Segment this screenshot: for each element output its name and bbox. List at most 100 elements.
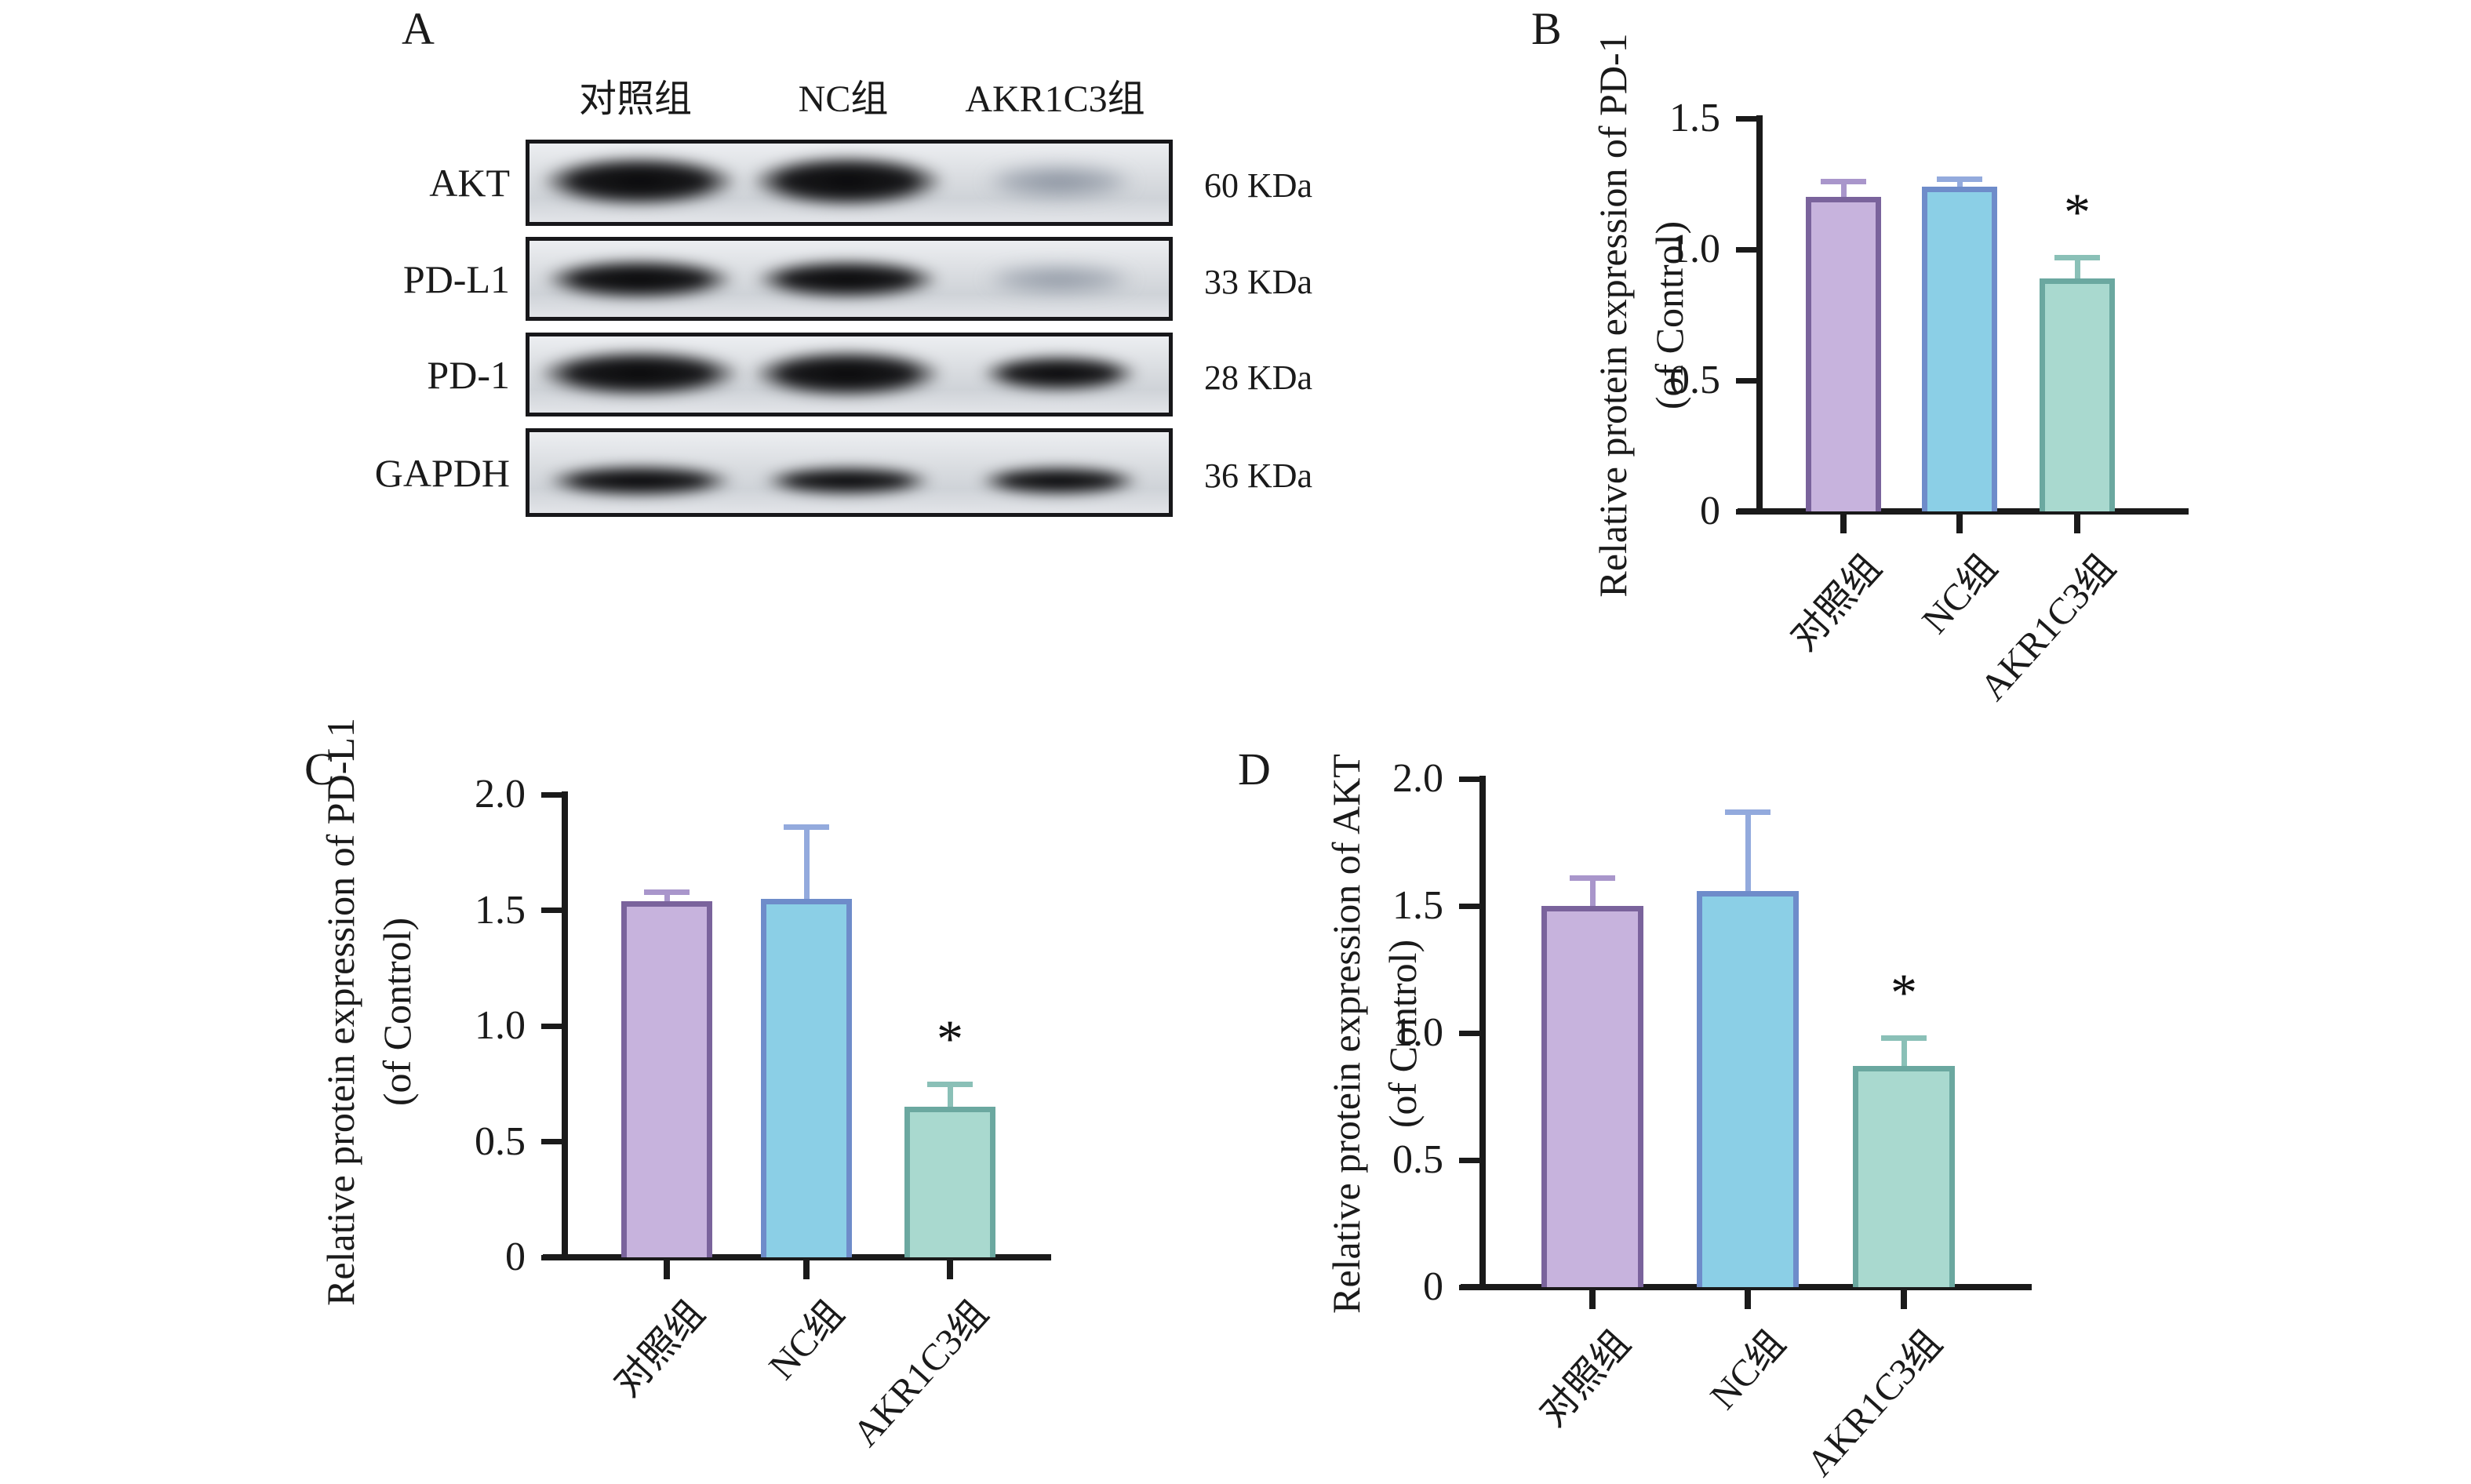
y-tick-label: 0.5 (1392, 1137, 1443, 1182)
x-tick (664, 1260, 670, 1279)
panel-label-a: A (402, 3, 435, 54)
x-tick (1840, 515, 1847, 533)
error-bar-cap (2054, 255, 2100, 261)
error-bar-cap (1937, 176, 1982, 182)
y-tick (541, 791, 562, 798)
y-tick-label: 1.5 (1669, 96, 1720, 140)
protein-band (963, 261, 1155, 298)
lane-header-nc: NC组 (798, 78, 889, 120)
bar-akr1c3-group (1853, 1066, 1955, 1287)
protein-band (723, 149, 971, 214)
y-axis-line (1479, 776, 1486, 1290)
error-bar-cap (1570, 875, 1615, 882)
y-tick (541, 1254, 562, 1260)
bar-control-group (1541, 906, 1643, 1287)
molecular-weight-label: 60 KDa (1204, 166, 1313, 205)
y-axis-title: Relative protein expression of PD-L1 (of … (306, 659, 431, 1365)
y-axis-title-line1: Relative protein expression of AKT (1324, 754, 1368, 1314)
x-category-label: 对照组 (1531, 1322, 1639, 1435)
bar-akr1c3-group (904, 1107, 995, 1257)
y-tick (1459, 1030, 1479, 1036)
error-bar-cap (1881, 1035, 1927, 1042)
lane-header-control: 对照组 (578, 78, 692, 120)
protein-band (530, 461, 759, 501)
x-category-label: NC组 (761, 1293, 853, 1388)
x-category-label: AKR1C3组 (1798, 1322, 1950, 1484)
y-tick (1736, 508, 1756, 515)
error-bar-stem (803, 827, 810, 907)
x-category-label: 对照组 (606, 1293, 713, 1405)
y-axis-title: Relative protein expression of AKT (of Co… (1312, 681, 1437, 1387)
y-tick (1736, 377, 1756, 384)
protein-band (726, 344, 969, 403)
error-bar-stem (1745, 812, 1751, 899)
y-tick (1736, 115, 1756, 122)
y-tick-label: 0 (505, 1235, 526, 1279)
blot-image-pdl1 (526, 237, 1173, 321)
y-axis-title-line1: Relative protein expression of PD-1 (1591, 33, 1635, 598)
x-category-label: NC组 (1702, 1322, 1794, 1418)
bar-nc-group (1922, 186, 1997, 511)
y-tick-label: 2.0 (475, 772, 526, 817)
y-tick (1459, 776, 1479, 782)
x-tick (1956, 515, 1963, 533)
x-category-label: AKR1C3组 (844, 1293, 996, 1455)
y-axis-title-line2: (of Control) (1647, 220, 1691, 410)
molecular-weight-label: 33 KDa (1204, 262, 1313, 301)
y-tick (1736, 246, 1756, 253)
x-axis-line (1461, 1284, 2032, 1290)
protein-band (959, 351, 1159, 397)
error-bar-stem (2074, 257, 2080, 286)
x-axis-line (543, 1254, 1051, 1260)
y-axis-line (562, 791, 568, 1260)
error-bar-stem (1589, 878, 1596, 914)
significance-star: * (937, 1008, 963, 1068)
blot-row-label-pdl1: PD-L1 (402, 256, 510, 301)
significance-star: * (2064, 182, 2091, 242)
y-tick-label: 1.0 (1392, 1010, 1443, 1055)
y-tick-label: 0.5 (475, 1118, 526, 1164)
bar-control-group (621, 900, 712, 1257)
x-tick (803, 1260, 810, 1279)
y-tick-label: 0 (1423, 1264, 1443, 1309)
y-tick-label: 1.0 (1669, 227, 1720, 271)
error-bar-cap (784, 824, 829, 831)
error-bar-stem (947, 1083, 953, 1115)
panel-label-b: B (1531, 3, 1562, 54)
bar-control-group (1806, 197, 1881, 511)
x-tick (1589, 1290, 1596, 1309)
y-tick (1459, 1157, 1479, 1163)
bar-nc-group (1697, 890, 1799, 1287)
y-tick (1459, 903, 1479, 909)
error-bar-stem (1956, 178, 1963, 195)
y-tick (541, 907, 562, 913)
x-category-label: NC组 (1914, 547, 2006, 642)
protein-band (730, 255, 965, 304)
x-tick (2074, 515, 2080, 533)
blot-image-pd1 (526, 333, 1173, 416)
lane-header-akr1c3: AKR1C3组 (965, 78, 1145, 120)
y-tick-label: 0 (1700, 489, 1720, 533)
protein-band (963, 159, 1155, 203)
y-tick-label: 1.5 (475, 887, 526, 933)
blot-image-akt (526, 140, 1173, 226)
protein-band (530, 254, 761, 305)
y-tick (541, 1023, 562, 1029)
x-tick (1901, 1290, 1907, 1309)
error-bar-cap (644, 889, 690, 895)
y-tick-label: 1.5 (1392, 883, 1443, 928)
bar-akr1c3-group (2040, 278, 2115, 511)
protein-band (956, 463, 1162, 500)
y-tick-label: 2.0 (1392, 756, 1443, 801)
y-tick (541, 1139, 562, 1144)
error-bar-stem (1840, 181, 1847, 206)
x-category-label: 对照组 (1782, 547, 1890, 659)
molecular-weight-label: 28 KDa (1204, 358, 1313, 397)
y-axis-line (1756, 115, 1763, 515)
bar-nc-group (761, 898, 852, 1257)
blot-row-label-gapdh: GAPDH (374, 450, 510, 495)
error-bar-cap (1725, 809, 1770, 816)
y-axis-title-line2: (of Control) (1381, 939, 1425, 1129)
y-tick-label: 0.5 (1669, 358, 1720, 402)
y-axis-title-line2: (of Control) (375, 917, 419, 1107)
